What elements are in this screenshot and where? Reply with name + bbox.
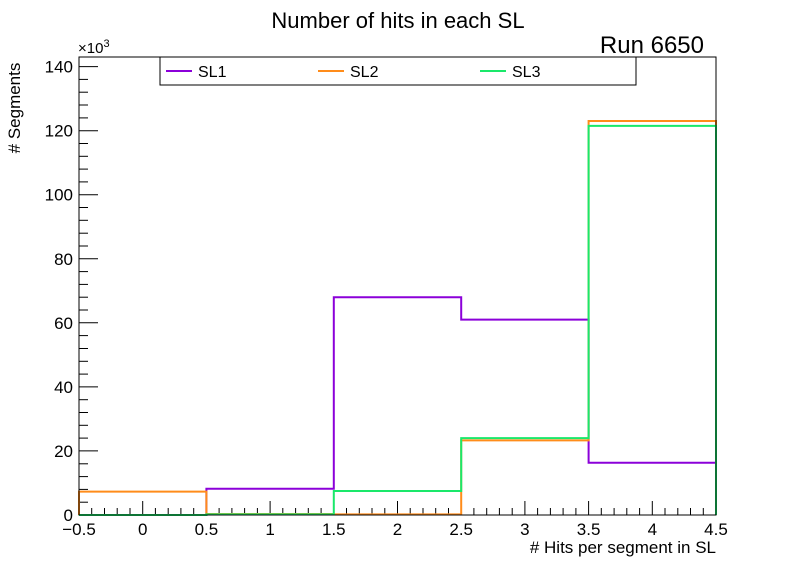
y-tick-label: 0	[64, 506, 73, 525]
x-tick-label: 0	[138, 520, 147, 539]
y-tick-label: 20	[54, 442, 73, 461]
y-multiplier: ×103	[78, 38, 110, 57]
series-sl2-line	[78, 120, 717, 516]
y-tick-label: 40	[54, 378, 73, 397]
x-tick-label: 2.5	[449, 520, 473, 539]
x-tick-label: 3	[520, 520, 529, 539]
run-label: Run 6650	[600, 32, 704, 59]
legend: SL1 SL2 SL3	[159, 56, 637, 86]
x-axis-label: # Hits per segment in SL	[530, 538, 716, 557]
chart-title: Number of hits in each SL	[271, 8, 524, 33]
legend-items: SL1 SL2 SL3	[166, 64, 541, 81]
x-tick-label: −0.5	[62, 520, 96, 539]
x-tick-label: 2	[393, 520, 402, 539]
y-tick-label: 140	[45, 58, 73, 77]
legend-label-sl3: SL3	[512, 64, 541, 81]
legend-label-sl1: SL1	[198, 64, 227, 81]
y-multiplier-base: ×10	[78, 40, 103, 57]
y-tick-label: 80	[54, 250, 73, 269]
x-tick-label: 3.5	[577, 520, 601, 539]
y-tick-label: 60	[54, 314, 73, 333]
y-multiplier-exponent: 3	[103, 38, 109, 50]
x-tick-label: 4.5	[704, 520, 728, 539]
legend-box	[159, 56, 637, 86]
x-tick-labels: −0.5 0 0.5 1 1.5 2 2.5 3 3.5 4 4.5	[62, 520, 728, 539]
svg-text:×103: ×103	[78, 38, 110, 57]
x-tick-label: 1	[265, 520, 274, 539]
x-tick-label: 1.5	[322, 520, 346, 539]
y-tick-labels: 0 20 40 60 80 100 120 140	[45, 58, 73, 525]
x-tick-label: 4	[648, 520, 657, 539]
legend-label-sl2: SL2	[350, 64, 379, 81]
y-axis-label: # Segments	[5, 63, 24, 154]
y-tick-label: 120	[45, 122, 73, 141]
x-tick-label: 0.5	[195, 520, 219, 539]
y-tick-label: 100	[45, 186, 73, 205]
